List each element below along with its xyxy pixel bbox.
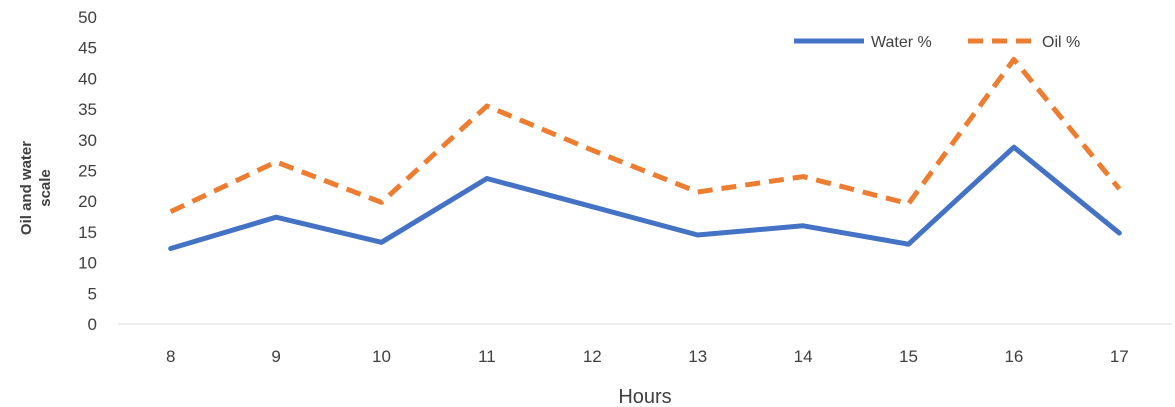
- y-tick-label: 0: [88, 315, 97, 334]
- x-axis-title: Hours: [618, 386, 671, 407]
- y-tick-label: 15: [78, 223, 97, 242]
- series-line-water: [168, 144, 1122, 251]
- y-tick-label: 50: [78, 8, 97, 27]
- y-tick-label: 35: [78, 100, 97, 119]
- x-tick-label: 11: [478, 347, 496, 366]
- y-tick-label: 5: [88, 284, 97, 303]
- y-tick-label: 10: [78, 254, 97, 273]
- y-axis-title: Oil and water scale: [18, 141, 54, 235]
- x-tick-label: 9: [271, 347, 280, 366]
- x-tick-label: 14: [794, 347, 813, 366]
- x-tick-label: 16: [1004, 347, 1023, 366]
- y-tick-label: 30: [78, 131, 97, 150]
- legend-label-water: Water %: [871, 34, 932, 51]
- x-tick-label: 10: [372, 347, 391, 366]
- x-axis-ticks: 8 9 10 11 12 13 14 15 16 17: [166, 347, 1129, 366]
- x-tick-label: 8: [166, 347, 175, 366]
- series-line-oil: [169, 56, 1122, 214]
- legend-label-oil: Oil %: [1042, 34, 1080, 51]
- x-tick-label: 12: [583, 347, 602, 366]
- series-lines: [168, 56, 1122, 251]
- x-tick-label: 13: [688, 347, 707, 366]
- y-tick-label: 25: [78, 162, 97, 181]
- legend: Water % Oil %: [794, 34, 1080, 51]
- y-axis-ticks: 0 5 10 15 20 25 30 35 40 45 50: [78, 8, 97, 334]
- y-axis-title-line-2: scale: [37, 169, 54, 207]
- y-tick-label: 45: [78, 39, 97, 58]
- x-tick-label: 15: [899, 347, 918, 366]
- y-tick-label: 40: [78, 69, 97, 88]
- x-tick-label: 17: [1110, 347, 1129, 366]
- y-tick-label: 20: [78, 192, 97, 211]
- y-axis-title-line-1: Oil and water: [18, 141, 35, 235]
